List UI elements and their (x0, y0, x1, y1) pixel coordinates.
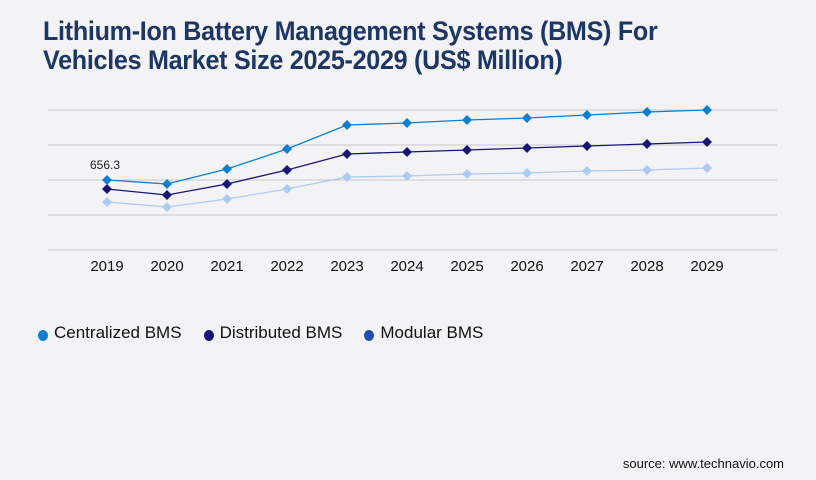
data-point-diamond (222, 164, 232, 175)
chart-title-line-1: Lithium-Ion Battery Management Systems (… (43, 16, 658, 46)
chart-title-line-2: Vehicles Market Size 2025-2029 (US$ Mill… (43, 45, 563, 75)
legend-label: Distributed BMS (219, 323, 343, 342)
x-tick-label: 2027 (570, 258, 603, 275)
data-point-diamond (462, 114, 472, 125)
data-point-diamond (462, 144, 472, 155)
data-point-diamond (342, 172, 352, 183)
data-point-diamond (402, 146, 412, 157)
legend-item-centralized[interactable]: Centralized BMS (38, 323, 182, 343)
data-point-diamond (222, 193, 232, 204)
data-point-diamond (642, 164, 652, 175)
legend-item-modular[interactable]: Modular BMS (364, 323, 483, 343)
data-point-diamond (342, 119, 352, 130)
data-point-diamond (702, 136, 712, 147)
data-point-diamond (522, 112, 532, 123)
legend: Centralized BMS Distributed BMS Modular … (38, 323, 505, 343)
data-point-diamond (102, 175, 112, 185)
data-point-diamond (642, 138, 652, 149)
legend-marker-icon (38, 329, 48, 341)
x-tick-label: 2023 (330, 258, 363, 275)
legend-label: Modular BMS (380, 323, 484, 342)
data-point-diamond (402, 171, 412, 182)
data-point-diamond (282, 144, 292, 155)
series-markers (102, 105, 712, 212)
data-point-diamond (282, 164, 292, 175)
gridlines (48, 109, 777, 251)
data-point-diamond (642, 106, 652, 117)
data-point-diamond (582, 109, 592, 120)
data-label: 656.3 (90, 158, 120, 172)
x-tick-label: 2020 (150, 258, 183, 275)
data-point-diamond (522, 142, 532, 153)
legend-item-distributed[interactable]: Distributed BMS (203, 323, 343, 343)
data-point-diamond (102, 197, 112, 208)
x-tick-label: 2022 (270, 258, 303, 275)
source-credit: source: www.technavio.com (622, 456, 784, 471)
annotations: 656.3 (90, 158, 120, 172)
x-tick-label: 2019 (90, 258, 123, 275)
x-tick-label: 2028 (630, 258, 663, 275)
data-point-diamond (102, 184, 112, 195)
data-point-diamond (702, 105, 712, 115)
x-tick-label: 2021 (210, 258, 243, 275)
data-point-diamond (342, 148, 352, 159)
x-tick-label: 2024 (390, 258, 423, 275)
data-point-diamond (162, 201, 172, 212)
x-tick-label: 2025 (450, 258, 483, 275)
line-chart: 2019 2020 2021 2022 2023 2024 2025 2026 2027 2028… (48, 105, 777, 275)
data-point-diamond (282, 184, 292, 195)
data-point-diamond (222, 178, 232, 189)
x-tick-label: 2026 (510, 258, 543, 275)
data-point-diamond (702, 163, 712, 174)
x-tick-label: 2029 (690, 258, 723, 275)
chart-title: Lithium-Ion Battery Management Systems (… (43, 17, 731, 75)
x-axis-ticks: 2019 2020 2021 2022 2023 2024 2025 2026 2027 2028… (90, 258, 723, 275)
legend-marker-icon (203, 329, 214, 341)
data-point-diamond (582, 165, 592, 176)
data-point-diamond (162, 189, 172, 200)
data-point-diamond (162, 178, 172, 189)
data-point-diamond (582, 140, 592, 151)
data-point-diamond (462, 168, 472, 179)
data-point-diamond (402, 118, 412, 129)
legend-marker-icon (364, 329, 375, 341)
data-point-diamond (522, 168, 532, 179)
legend-label: Centralized BMS (54, 323, 182, 342)
